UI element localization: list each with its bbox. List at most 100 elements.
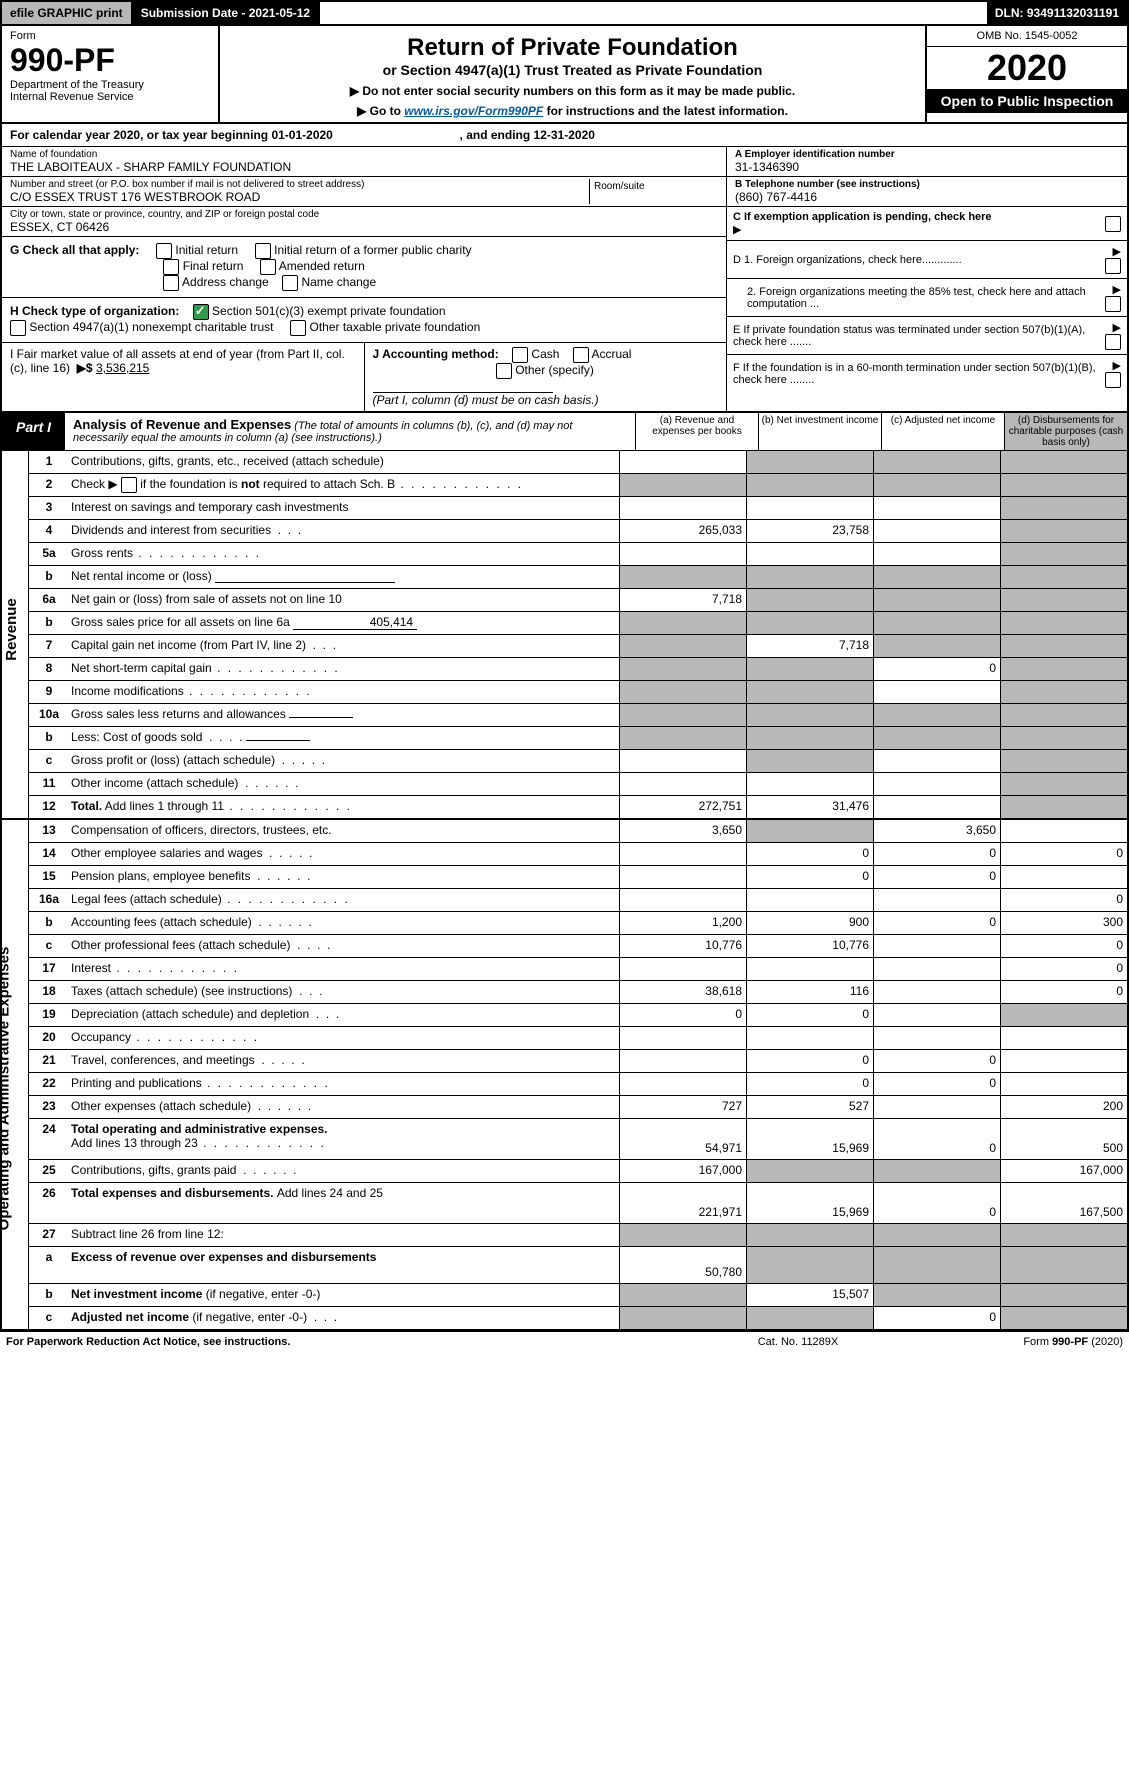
form-word: Form xyxy=(10,30,210,42)
line-4: 4Dividends and interest from securities … xyxy=(29,520,1127,543)
line-5b: bNet rental income or (loss) xyxy=(29,566,1127,589)
checkbox-accrual[interactable] xyxy=(573,347,589,363)
checkbox-name-change[interactable] xyxy=(282,275,298,291)
line-9: 9Income modifications xyxy=(29,681,1127,704)
checkbox-address-change[interactable] xyxy=(163,275,179,291)
footer-right: Form 990-PF (2020) xyxy=(923,1336,1123,1348)
instructions-link[interactable]: www.irs.gov/Form990PF xyxy=(404,104,543,118)
checkbox-f[interactable] xyxy=(1105,372,1121,388)
f-row: F If the foundation is in a 60-month ter… xyxy=(727,355,1127,392)
line-21: 21Travel, conferences, and meetings . . … xyxy=(29,1050,1127,1073)
spacer xyxy=(320,2,987,24)
checkbox-d1[interactable] xyxy=(1105,258,1121,274)
part1-desc: Analysis of Revenue and Expenses (The to… xyxy=(65,413,635,450)
line-5a: 5aGross rents xyxy=(29,543,1127,566)
calendar-year-row: For calendar year 2020, or tax year begi… xyxy=(0,124,1129,147)
line-3: 3Interest on savings and temporary cash … xyxy=(29,497,1127,520)
checkbox-4947a1[interactable] xyxy=(10,320,26,336)
dept-line2: Internal Revenue Service xyxy=(10,91,210,103)
line-24: 24Total operating and administrative exp… xyxy=(29,1119,1127,1160)
line-10c: cGross profit or (loss) (attach schedule… xyxy=(29,750,1127,773)
line-27b: bNet investment income (if negative, ent… xyxy=(29,1284,1127,1307)
checkbox-other-method[interactable] xyxy=(496,363,512,379)
note-1: ▶ Do not enter social security numbers o… xyxy=(230,84,915,98)
checkbox-cash[interactable] xyxy=(512,347,528,363)
open-public-badge: Open to Public Inspection xyxy=(927,89,1127,113)
city-row: City or town, state or province, country… xyxy=(2,207,726,237)
line-10b: bLess: Cost of goods sold . . . . xyxy=(29,727,1127,750)
checkbox-501c3[interactable] xyxy=(193,304,209,320)
line-14: 14Other employee salaries and wages . . … xyxy=(29,843,1127,866)
c-row: C If exemption application is pending, c… xyxy=(727,207,1127,241)
submission-date-label: Submission Date - 2021-05-12 xyxy=(133,2,320,24)
header-left: Form 990-PF Department of the Treasury I… xyxy=(2,26,220,122)
form-subtitle: or Section 4947(a)(1) Trust Treated as P… xyxy=(230,62,915,78)
line-19: 19Depreciation (attach schedule) and dep… xyxy=(29,1004,1127,1027)
line-27a: aExcess of revenue over expenses and dis… xyxy=(29,1247,1127,1284)
fmv-value: 3,536,215 xyxy=(96,361,149,375)
line-6b: bGross sales price for all assets on lin… xyxy=(29,612,1127,635)
dept-line1: Department of the Treasury xyxy=(10,79,210,91)
line-23: 23Other expenses (attach schedule) . . .… xyxy=(29,1096,1127,1119)
line-12: 12Total. Add lines 1 through 11272,75131… xyxy=(29,796,1127,818)
ij-row: I Fair market value of all assets at end… xyxy=(2,343,726,411)
expenses-side-label: Operating and Administrative Expenses xyxy=(2,820,29,1329)
header-center: Return of Private Foundation or Section … xyxy=(220,26,925,122)
ein-row: A Employer identification number 31-1346… xyxy=(727,147,1127,177)
part1-header: Part I Analysis of Revenue and Expenses … xyxy=(0,413,1129,451)
col-a-head: (a) Revenue and expenses per books xyxy=(635,413,758,450)
line-22: 22Printing and publications00 xyxy=(29,1073,1127,1096)
address-row: Number and street (or P.O. box number if… xyxy=(2,177,726,207)
line-11: 11Other income (attach schedule) . . . .… xyxy=(29,773,1127,796)
line-17: 17Interest0 xyxy=(29,958,1127,981)
line-16c: cOther professional fees (attach schedul… xyxy=(29,935,1127,958)
header-right: OMB No. 1545-0052 2020 Open to Public In… xyxy=(925,26,1127,122)
d1-row: D 1. Foreign organizations, check here..… xyxy=(727,241,1127,279)
line-16b: bAccounting fees (attach schedule) . . .… xyxy=(29,912,1127,935)
info-block: Name of foundation THE LABOITEAUX - SHAR… xyxy=(0,147,1129,413)
note-2: ▶ Go to www.irs.gov/Form990PF for instru… xyxy=(230,104,915,118)
room-suite: Room/suite xyxy=(590,179,718,204)
line-10a: 10aGross sales less returns and allowanc… xyxy=(29,704,1127,727)
info-right: A Employer identification number 31-1346… xyxy=(726,147,1127,411)
revenue-table: Revenue 1Contributions, gifts, grants, e… xyxy=(0,451,1129,820)
e-row: E If private foundation status was termi… xyxy=(727,317,1127,355)
d2-row: 2. Foreign organizations meeting the 85%… xyxy=(727,279,1127,317)
checkbox-c[interactable] xyxy=(1105,216,1121,232)
checkbox-final-return[interactable] xyxy=(163,259,179,275)
line-1: 1Contributions, gifts, grants, etc., rec… xyxy=(29,451,1127,474)
topbar: efile GRAPHIC print Submission Date - 20… xyxy=(0,0,1129,26)
efile-label: efile GRAPHIC print xyxy=(2,2,133,24)
line-27: 27Subtract line 26 from line 12: xyxy=(29,1224,1127,1247)
checkbox-amended[interactable] xyxy=(260,259,276,275)
footer-left: For Paperwork Reduction Act Notice, see … xyxy=(6,1336,673,1348)
checkbox-initial-former[interactable] xyxy=(255,243,271,259)
line-13: 13Compensation of officers, directors, t… xyxy=(29,820,1127,843)
checkbox-other-taxable[interactable] xyxy=(290,320,306,336)
line-8: 8Net short-term capital gain0 xyxy=(29,658,1127,681)
line-27c: cAdjusted net income (if negative, enter… xyxy=(29,1307,1127,1329)
checkbox-e[interactable] xyxy=(1105,334,1121,350)
footer-center: Cat. No. 11289X xyxy=(673,1336,923,1348)
col-c-head: (c) Adjusted net income xyxy=(881,413,1004,450)
line-25: 25Contributions, gifts, grants paid . . … xyxy=(29,1160,1127,1183)
checkbox-d2[interactable] xyxy=(1105,296,1121,312)
info-left: Name of foundation THE LABOITEAUX - SHAR… xyxy=(2,147,726,411)
checkbox-sch-b[interactable] xyxy=(121,477,137,493)
line-18: 18Taxes (attach schedule) (see instructi… xyxy=(29,981,1127,1004)
form-number: 990-PF xyxy=(10,42,210,79)
checkbox-initial-return[interactable] xyxy=(156,243,172,259)
line-6a: 6aNet gain or (loss) from sale of assets… xyxy=(29,589,1127,612)
form-title: Return of Private Foundation xyxy=(230,34,915,62)
part1-label: Part I xyxy=(2,413,65,450)
col-d-head: (d) Disbursements for charitable purpose… xyxy=(1004,413,1127,450)
dln-label: DLN: 93491132031191 xyxy=(987,2,1127,24)
form-header: Form 990-PF Department of the Treasury I… xyxy=(0,26,1129,124)
line-26: 26Total expenses and disbursements. Add … xyxy=(29,1183,1127,1224)
foundation-name-row: Name of foundation THE LABOITEAUX - SHAR… xyxy=(2,147,726,177)
phone-row: B Telephone number (see instructions) (8… xyxy=(727,177,1127,207)
omb-number: OMB No. 1545-0052 xyxy=(927,26,1127,47)
page-footer: For Paperwork Reduction Act Notice, see … xyxy=(0,1331,1129,1352)
line-16a: 16aLegal fees (attach schedule)0 xyxy=(29,889,1127,912)
line-2: 2Check ▶ if the foundation is not requir… xyxy=(29,474,1127,497)
